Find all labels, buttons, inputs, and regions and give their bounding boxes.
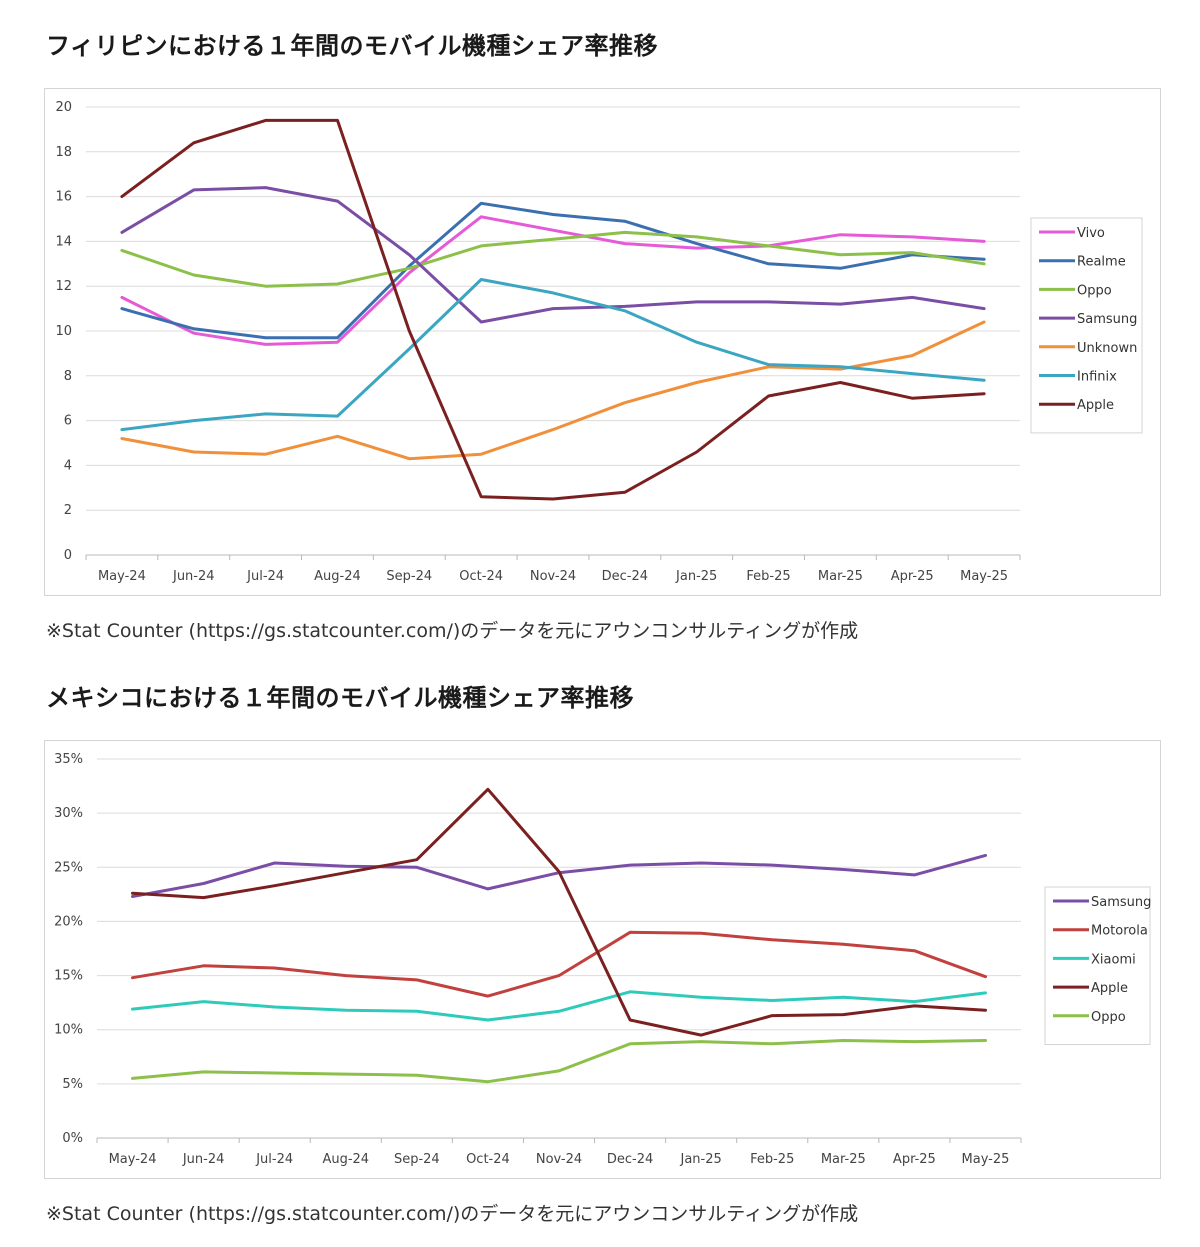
series-line-unknown — [120, 320, 986, 461]
mexico-share-line-chart: 0% 5% 10% 15% 20% 25% 30% 35% May-24 Jun-24 Jul-24… — [54, 752, 1151, 1167]
y-tick-label: 8 — [64, 369, 72, 384]
x-tick-label: Sep-24 — [386, 569, 432, 584]
series-lines — [131, 787, 987, 1084]
legend-label-unknown: Unknown — [1077, 341, 1137, 356]
x-tick-label: Dec-24 — [602, 569, 648, 584]
chart1-source-note: ※Stat Counter (https://gs.statcounter.co… — [46, 620, 859, 642]
x-tick-label: May-24 — [98, 569, 146, 584]
y-tick-label: 6 — [64, 414, 72, 429]
x-tick-label: Feb-25 — [750, 1152, 794, 1167]
y-tick-label: 12 — [55, 279, 72, 294]
legend-label-xiaomi: Xiaomi — [1091, 952, 1136, 967]
y-tick-label: 0% — [62, 1131, 83, 1146]
series-line-samsung — [131, 853, 987, 898]
chart1-title: フィリピンにおける１年間のモバイル機種シェア率推移 — [46, 32, 659, 60]
x-tick-label: Nov-24 — [530, 569, 576, 584]
legend-label-oppo: Oppo — [1077, 283, 1112, 298]
x-tick-label: Mar-25 — [818, 569, 863, 584]
x-tick-label: Aug-24 — [322, 1152, 369, 1167]
y-tick-label: 0 — [64, 548, 72, 563]
x-tick-label: Aug-24 — [314, 569, 361, 584]
series-line-oppo — [120, 230, 986, 288]
x-tick-label: Jan-25 — [680, 1152, 722, 1167]
x-tick-label: May-25 — [962, 1152, 1010, 1167]
x-tick-label: Dec-24 — [607, 1152, 653, 1167]
y-tick-label: 2 — [64, 503, 72, 518]
y-tick-label: 25% — [54, 860, 83, 875]
philippines-share-line-chart: 0 2 4 6 8 10 12 14 16 18 20 May-24 Jun-24 Jul-24 Aug-2… — [55, 100, 1143, 584]
x-tick-label: Oct-24 — [466, 1152, 510, 1167]
series-line-apple — [131, 787, 987, 1037]
chart2-source-note: ※Stat Counter (https://gs.statcounter.co… — [46, 1203, 859, 1225]
legend-label-apple: Apple — [1077, 398, 1114, 413]
legend-label-samsung: Samsung — [1077, 312, 1137, 327]
x-tick-label: May-24 — [109, 1152, 157, 1167]
x-tick-label: Mar-25 — [821, 1152, 866, 1167]
series-line-oppo — [131, 1039, 987, 1084]
x-tick-label: May-25 — [960, 569, 1008, 584]
series-line-realme — [120, 201, 986, 340]
y-tick-label: 20% — [54, 914, 83, 929]
chart2-container: 0% 5% 10% 15% 20% 25% 30% 35% May-24 Jun-24 Jul-24… — [44, 740, 1161, 1179]
y-tick-label: 18 — [55, 145, 72, 160]
y-tick-label: 14 — [55, 234, 72, 249]
legend-label-apple: Apple — [1091, 981, 1128, 996]
series-lines — [120, 118, 986, 501]
y-tick-label: 5% — [62, 1077, 83, 1092]
y-tick-label: 4 — [64, 458, 72, 473]
y-tick-label: 16 — [55, 190, 72, 205]
series-line-xiaomi — [131, 990, 987, 1022]
y-tick-label: 10% — [54, 1023, 83, 1038]
x-tick-label: Apr-25 — [893, 1152, 936, 1167]
x-tick-label: Apr-25 — [891, 569, 934, 584]
gridlines — [96, 758, 1022, 1143]
chart1-container: 0 2 4 6 8 10 12 14 16 18 20 May-24 Jun-24 Jul-24 Aug-2… — [44, 88, 1161, 596]
y-tick-label: 30% — [54, 806, 83, 821]
chart2-title: メキシコにおける１年間のモバイル機種シェア率推移 — [46, 684, 634, 712]
legend-box — [1044, 886, 1151, 1045]
legend-label-oppo: Oppo — [1091, 1010, 1126, 1025]
series-line-samsung — [120, 186, 986, 324]
series-line-apple — [120, 118, 986, 501]
x-tick-label: Jun-24 — [172, 569, 215, 584]
x-tick-label: Nov-24 — [536, 1152, 582, 1167]
x-tick-label: Jul-24 — [246, 569, 284, 584]
legend-box — [1030, 217, 1143, 434]
x-tick-label: Oct-24 — [459, 569, 503, 584]
legend-label-realme: Realme — [1077, 255, 1126, 270]
y-tick-label: 35% — [54, 752, 83, 767]
legend-label-infinix: Infinix — [1077, 370, 1117, 385]
x-tick-label: Jul-24 — [255, 1152, 293, 1167]
y-tick-label: 15% — [54, 969, 83, 984]
legend-label-samsung: Samsung — [1091, 895, 1151, 910]
series-line-vivo — [120, 215, 986, 346]
legend-label-motorola: Motorola — [1091, 924, 1148, 939]
legend-label-vivo: Vivo — [1077, 226, 1105, 241]
gridlines — [85, 106, 1021, 560]
series-line-motorola — [131, 930, 987, 998]
x-tick-label: Sep-24 — [394, 1152, 440, 1167]
series-line-infinix — [120, 278, 986, 432]
x-tick-label: Jun-24 — [182, 1152, 225, 1167]
y-tick-label: 20 — [55, 100, 72, 115]
x-tick-label: Jan-25 — [675, 569, 717, 584]
y-tick-label: 10 — [55, 324, 72, 339]
x-tick-label: Feb-25 — [746, 569, 790, 584]
